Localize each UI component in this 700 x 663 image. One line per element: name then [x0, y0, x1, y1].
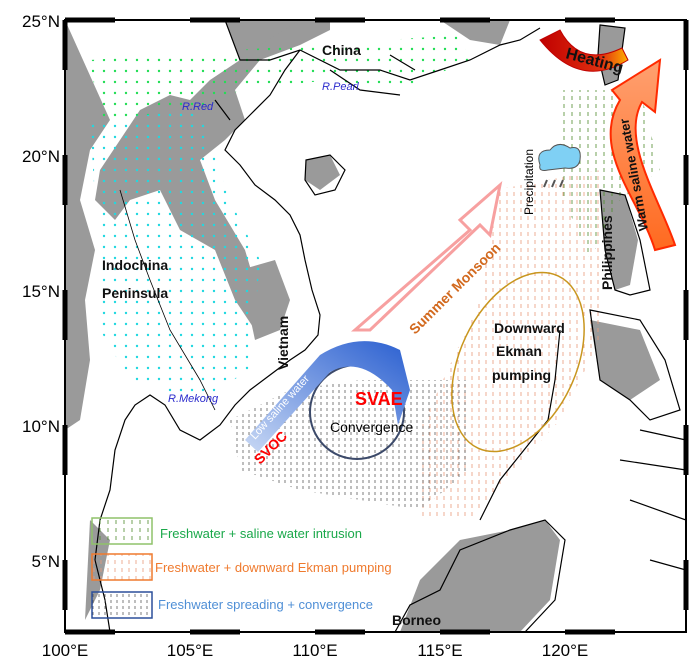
- indochina-dot-region: [90, 110, 260, 400]
- label-ekman-2: Ekman: [496, 343, 542, 359]
- legend-label: Freshwater + downward Ekman pumping: [155, 560, 392, 575]
- label-ekman-1: Downward: [494, 320, 565, 336]
- lon-tick: 110°E: [292, 641, 337, 660]
- coastlines: [94, 20, 686, 632]
- label-vietnam: Vietnam: [275, 316, 291, 370]
- legend: Freshwater + saline water intrusion Fres…: [91, 517, 392, 619]
- label-river-red: R.Red: [182, 101, 214, 113]
- map-body: [65, 20, 686, 632]
- lat-tick: 20°N: [22, 147, 60, 166]
- lon-tick: 100°E: [42, 641, 89, 660]
- legend-swatch-orange: [91, 553, 153, 581]
- lat-tick: 10°N: [22, 417, 60, 436]
- summer-monsoon-arrow: [350, 180, 503, 332]
- legend-label: Freshwater + saline water intrusion: [160, 526, 362, 541]
- warm-saline-water-arrow: [609, 58, 677, 252]
- label-ekman-3: pumping: [492, 367, 551, 383]
- frame-ticks: [62, 17, 689, 635]
- label-convergence: Convergence: [330, 419, 413, 435]
- legend-swatch-green: [91, 517, 153, 545]
- ekman-pumping-ellipse: [451, 271, 585, 453]
- label-river-pearl: R.Pearl: [322, 81, 359, 93]
- precipitation-cloud-icon: [538, 144, 581, 188]
- label-indochina: Indochina: [102, 257, 168, 273]
- label-china: China: [322, 42, 361, 58]
- legend-swatch-blue: [91, 591, 153, 619]
- lon-tick: 105°E: [167, 641, 214, 660]
- label-philippines: Philippines: [599, 215, 615, 290]
- label-precipitation: Precipitation: [522, 149, 536, 215]
- lon-tick: 120°E: [542, 641, 589, 660]
- lat-tick: 5°N: [31, 552, 60, 571]
- lat-tick: 25°N: [22, 12, 60, 31]
- legend-label: Freshwater spreading + convergence: [158, 597, 373, 612]
- label-svae: SVAE: [355, 389, 403, 409]
- lat-tick: 15°N: [22, 282, 60, 301]
- label-peninsula: Peninsula: [102, 285, 168, 301]
- low-saline-water-arrow: [245, 341, 410, 452]
- lon-tick: 115°E: [417, 641, 462, 660]
- label-borneo: Borneo: [392, 612, 441, 628]
- label-river-mekong: R.Mekong: [168, 393, 219, 405]
- heating-arrow: [539, 29, 629, 72]
